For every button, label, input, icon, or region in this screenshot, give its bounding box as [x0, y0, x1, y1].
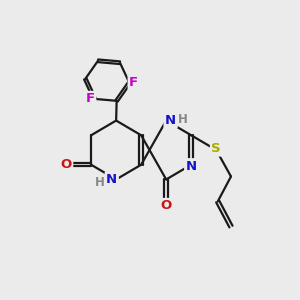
Text: N: N	[165, 114, 176, 127]
Text: O: O	[160, 200, 172, 212]
Text: O: O	[61, 158, 72, 171]
Text: F: F	[129, 76, 138, 89]
Text: S: S	[212, 142, 221, 155]
Text: H: H	[178, 112, 187, 126]
Text: N: N	[186, 160, 197, 173]
Text: N: N	[106, 173, 117, 186]
Text: H: H	[95, 176, 105, 189]
Text: F: F	[86, 92, 95, 105]
